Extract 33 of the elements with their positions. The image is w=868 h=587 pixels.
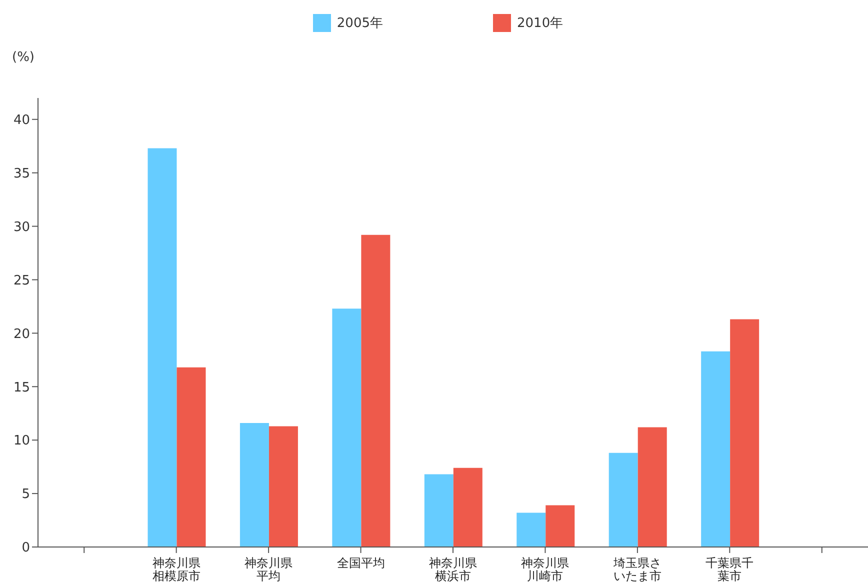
y-axis-title: (%) bbox=[12, 50, 34, 65]
x-tick-label: 神奈川県相模原市 bbox=[152, 556, 200, 583]
x-tick-label: 千葉県千葉市 bbox=[706, 556, 754, 583]
bar bbox=[453, 468, 482, 547]
bar bbox=[268, 426, 298, 547]
x-tick-label: 神奈川県平均 bbox=[244, 556, 293, 583]
bar bbox=[546, 505, 575, 547]
bar bbox=[332, 308, 362, 547]
y-tick-label: 30 bbox=[13, 220, 30, 235]
bar bbox=[608, 452, 638, 547]
y-tick-label: 35 bbox=[13, 166, 30, 182]
bar bbox=[148, 148, 177, 547]
bar bbox=[701, 351, 730, 547]
y-tick-label: 15 bbox=[13, 380, 30, 396]
legend-label: 2010年 bbox=[516, 15, 564, 32]
x-tick-label: 神奈川県横浜市 bbox=[429, 556, 477, 583]
legend-label: 2005年 bbox=[336, 15, 383, 32]
y-tick-label: 5 bbox=[22, 487, 30, 502]
bar bbox=[638, 427, 667, 547]
bar bbox=[516, 512, 546, 547]
y-tick-label: 25 bbox=[13, 273, 30, 288]
y-tick-label: 40 bbox=[13, 112, 30, 128]
y-tick-label: 0 bbox=[22, 540, 30, 556]
x-tick-label: 全国平均 bbox=[336, 556, 385, 570]
bar bbox=[361, 234, 390, 547]
bar bbox=[424, 474, 454, 547]
bar bbox=[176, 367, 206, 547]
bar bbox=[730, 319, 760, 547]
x-tick-label: 神奈川県川崎市 bbox=[521, 556, 570, 583]
bar bbox=[240, 422, 269, 547]
y-tick-label: 10 bbox=[13, 434, 30, 449]
y-tick-label: 20 bbox=[13, 326, 30, 342]
x-tick-label: 埼玉県さいたま市 bbox=[612, 556, 662, 583]
